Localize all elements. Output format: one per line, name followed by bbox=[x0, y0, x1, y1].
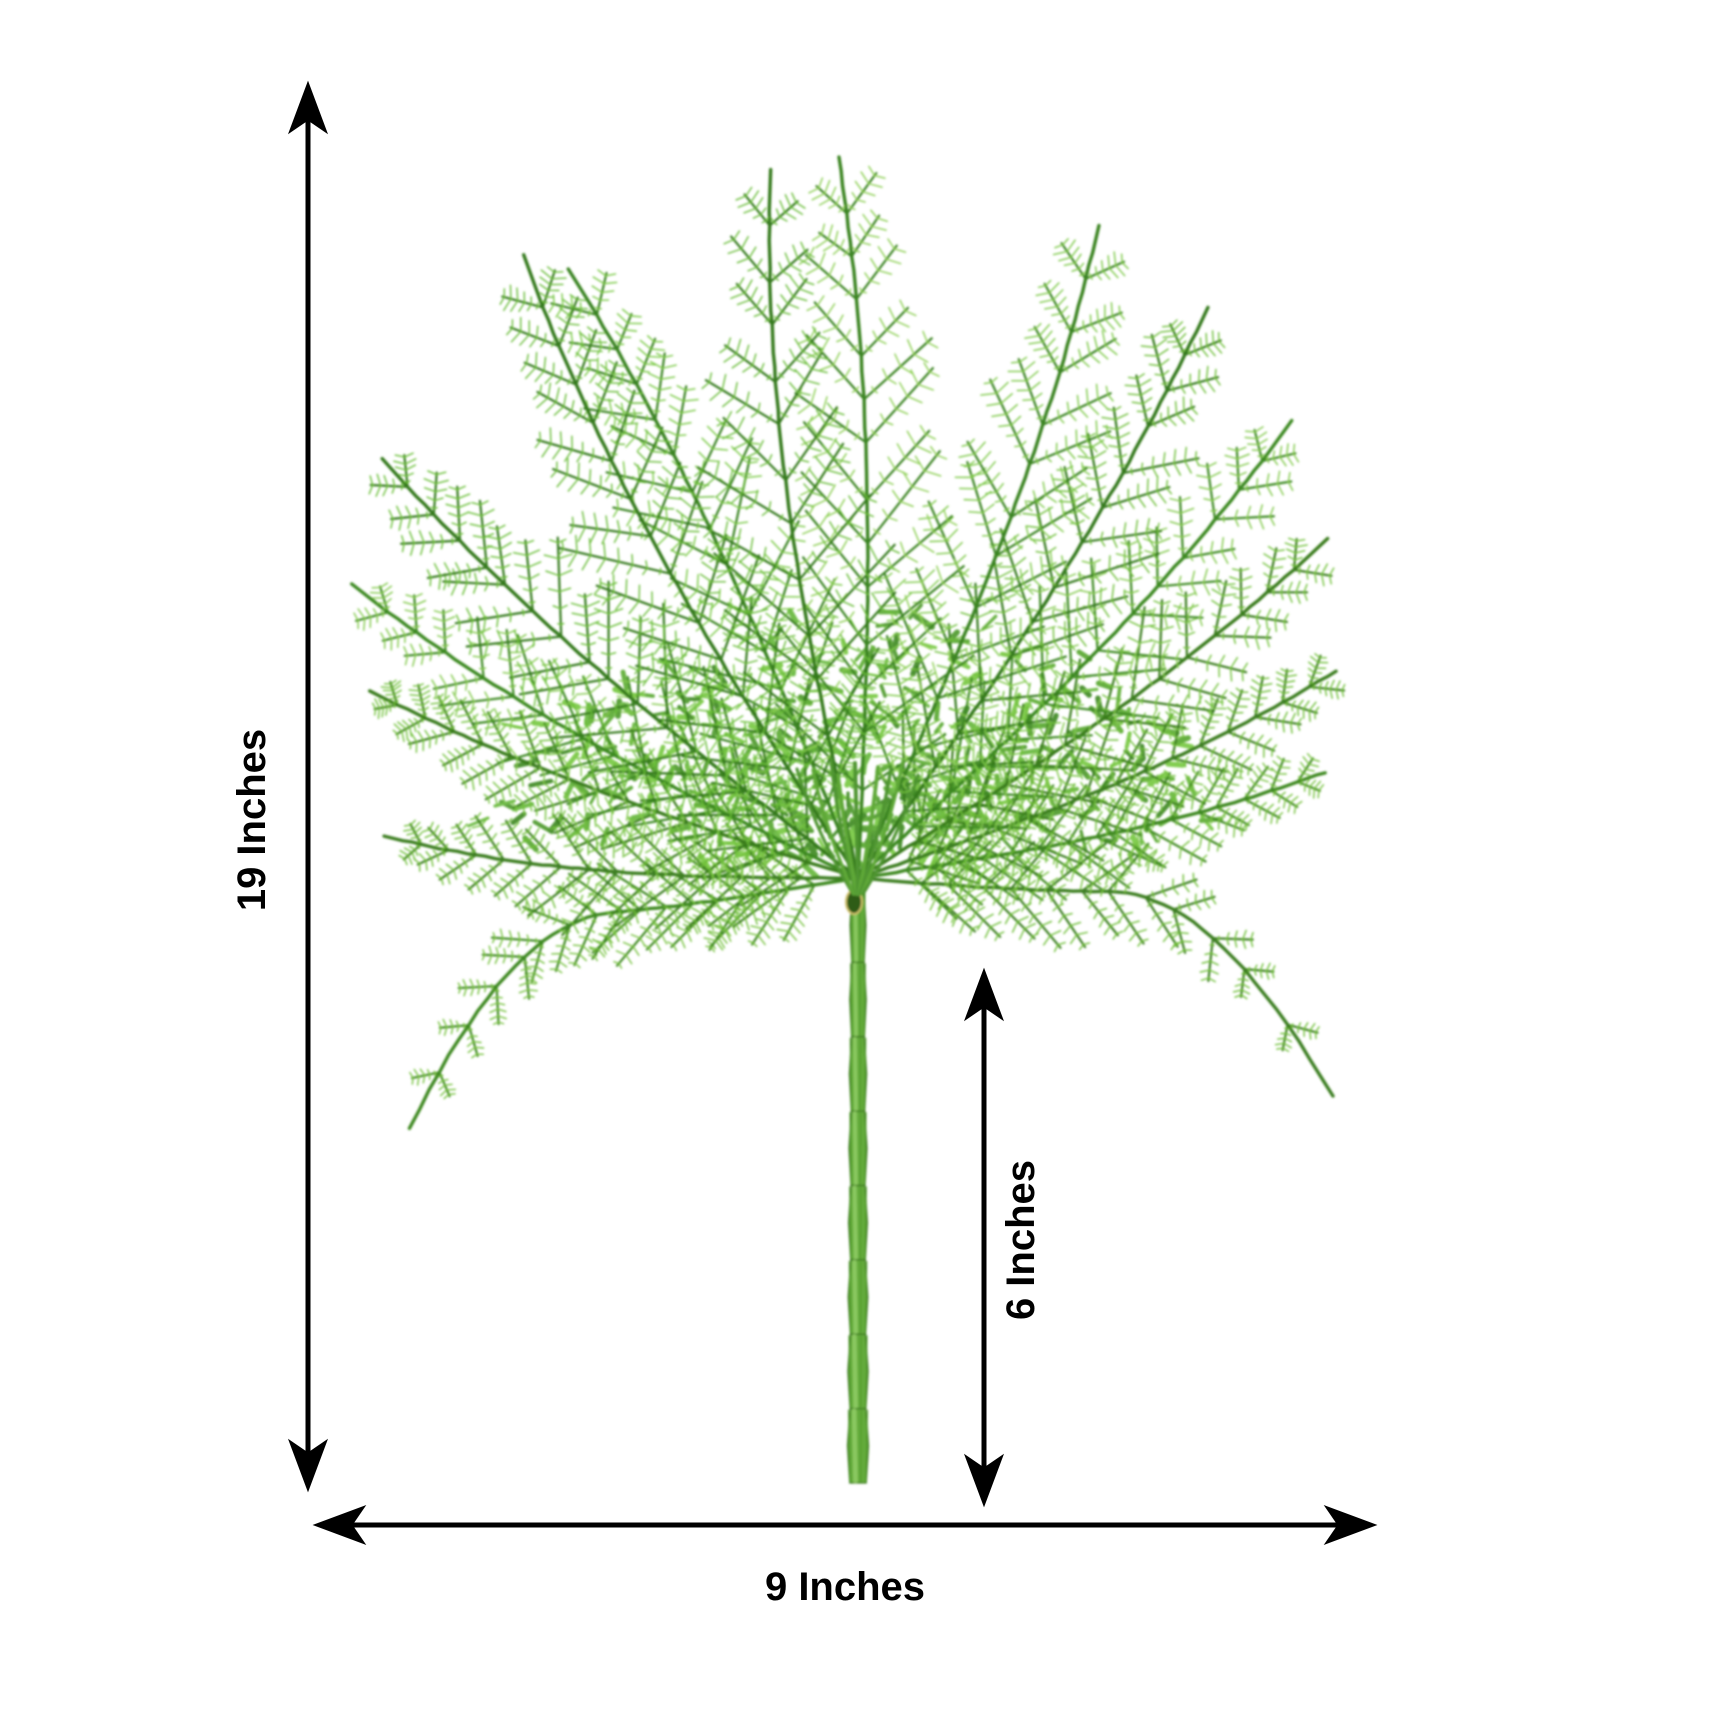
svg-text:9 Inches: 9 Inches bbox=[765, 1565, 925, 1609]
svg-text:19 Inches: 19 Inches bbox=[230, 729, 274, 911]
svg-text:6 Inches: 6 Inches bbox=[999, 1160, 1043, 1320]
